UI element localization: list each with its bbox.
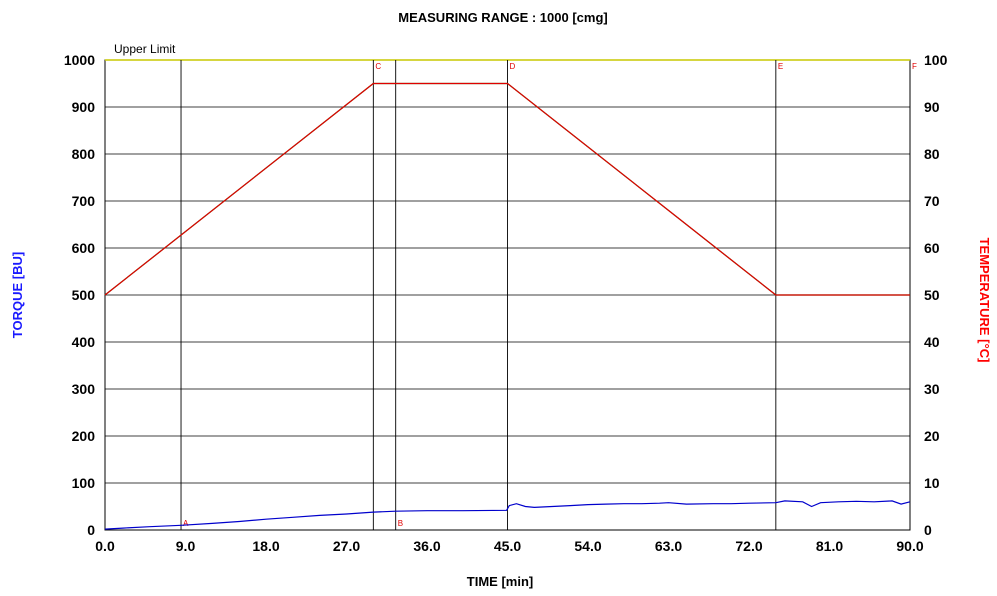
y-right-tick-label: 80 [924, 146, 940, 162]
y-left-tick-label: 800 [72, 146, 96, 162]
y-left-tick-label: 500 [72, 287, 96, 303]
y-left-tick-label: 100 [72, 475, 96, 491]
series-group [104, 82, 911, 530]
marker-label: C [375, 62, 381, 71]
x-tick-label: 27.0 [333, 538, 360, 554]
x-tick-label: 63.0 [655, 538, 682, 554]
y-right-tick-label: 100 [924, 52, 948, 68]
y-axis-label-left: TORQUE [BU] [10, 252, 25, 338]
x-tick-label: 81.0 [816, 538, 843, 554]
x-tick-label: 18.0 [252, 538, 279, 554]
x-tick-label: 72.0 [735, 538, 762, 554]
marker-label: B [398, 519, 403, 528]
y-left-tick-label: 1000 [64, 52, 95, 68]
series-line [104, 82, 910, 296]
y-right-tick-label: 30 [924, 381, 940, 397]
y-left-tick-label: 400 [72, 334, 96, 350]
x-tick-label: 45.0 [494, 538, 521, 554]
y-right-tick-label: 10 [924, 475, 940, 491]
chart-title: MEASURING RANGE : 1000 [cmg] [398, 10, 607, 25]
marker-label: F [912, 62, 917, 71]
y-right-tick-label: 90 [924, 99, 940, 115]
x-axis-label: TIME [min] [467, 574, 533, 589]
x-tick-label: 9.0 [176, 538, 196, 554]
y-right-tick-label: 60 [924, 240, 940, 256]
x-tick-label: 0.0 [95, 538, 115, 554]
y-right-tick-label: 40 [924, 334, 940, 350]
x-tick-label: 54.0 [574, 538, 601, 554]
tick-labels: 0 100 200 300 400 500 600 700 800 900 1000 0 10 20 30 4… [64, 52, 948, 554]
y-left-tick-label: 700 [72, 193, 96, 209]
series-line [104, 500, 911, 530]
y-right-tick-label: 50 [924, 287, 940, 303]
y-left-tick-label: 600 [72, 240, 96, 256]
y-right-tick-label: 70 [924, 193, 940, 209]
upper-limit-label: Upper Limit [114, 42, 176, 56]
y-left-tick-label: 300 [72, 381, 96, 397]
y-right-tick-label: 20 [924, 428, 940, 444]
marker-label: D [510, 62, 516, 71]
y-right-tick-label: 0 [924, 522, 932, 538]
marker-label: E [778, 62, 783, 71]
x-tick-label: 90.0 [896, 538, 923, 554]
marker-label: A [183, 519, 189, 528]
y-left-tick-label: 900 [72, 99, 96, 115]
y-left-tick-label: 0 [87, 522, 95, 538]
x-tick-label: 36.0 [413, 538, 440, 554]
y-left-tick-label: 200 [72, 428, 96, 444]
y-axis-label-right: TEMPERATURE [°C] [977, 238, 992, 363]
